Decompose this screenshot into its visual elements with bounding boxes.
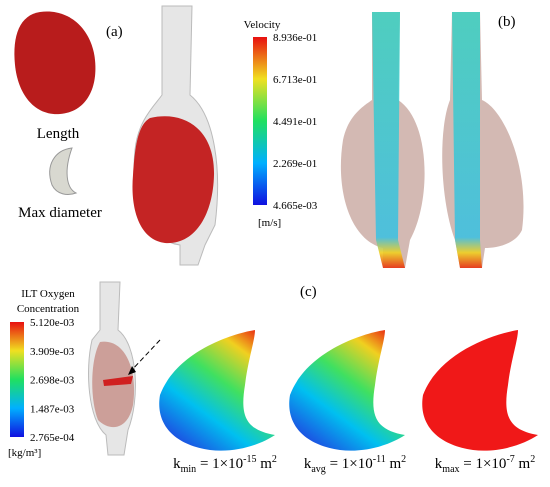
colorbar-tick-label: 4.665e-03	[273, 200, 318, 212]
label-part: 2	[272, 454, 277, 465]
arrow-head	[128, 366, 136, 375]
colorbar	[10, 322, 24, 437]
max-diameter-shape	[49, 147, 78, 195]
colorbar-unit: [m/s]	[258, 217, 281, 229]
colorbar-tick-label: 6.713e-01	[273, 74, 317, 86]
arrow	[129, 339, 161, 373]
label-part: -7	[506, 454, 514, 465]
length-shape	[14, 11, 96, 115]
label-part: k	[435, 456, 443, 472]
crescent	[159, 330, 275, 451]
label-part: max	[442, 464, 459, 475]
permeability-label: kavg = 1×10-11 m2	[304, 454, 406, 475]
label-part: m	[386, 456, 402, 472]
label-part: = 1×10	[460, 456, 507, 472]
label-part: min	[181, 464, 197, 475]
label-part: m	[256, 456, 272, 472]
panel-label: (a)	[106, 24, 123, 40]
label-part: = 1×10	[326, 456, 373, 472]
colorbar-title: Velocity	[244, 19, 281, 31]
panel-label: (b)	[498, 14, 516, 30]
colorbar-unit: [kg/m³]	[8, 447, 41, 459]
colorbar-title: Concentration	[17, 303, 80, 315]
label-part: k	[173, 456, 181, 472]
colorbar-title: ILT Oxygen	[21, 288, 75, 300]
label-part: 2	[530, 454, 535, 465]
colorbar-tick-label: 2.269e-01	[273, 158, 317, 170]
streamlines	[452, 12, 482, 268]
colorbar-tick-label: 3.909e-03	[30, 346, 75, 358]
label-part: 2	[401, 454, 406, 465]
label-part: avg	[311, 464, 325, 475]
slice	[103, 376, 133, 386]
colorbar-tick-label: 2.698e-03	[30, 375, 75, 387]
panel-label: (c)	[300, 284, 317, 300]
label-part: m	[515, 456, 531, 472]
crescent	[289, 330, 405, 451]
colorbar-tick-label: 4.491e-01	[273, 116, 317, 128]
label-part: = 1×10	[196, 456, 243, 472]
colorbar	[253, 37, 267, 205]
label-part: -11	[373, 454, 386, 465]
colorbar-tick-label: 1.487e-03	[30, 403, 75, 415]
crescent	[422, 330, 538, 451]
permeability-label: kmax = 1×10-7 m2	[435, 454, 535, 475]
colorbar-tick-label: 2.765e-04	[30, 432, 75, 444]
label-part: -15	[243, 454, 256, 465]
streamlines	[372, 12, 405, 268]
shape-label: Length	[37, 126, 80, 142]
permeability-label: kmin = 1×10-15 m2	[173, 454, 277, 475]
colorbar-tick-label: 5.120e-03	[30, 317, 75, 329]
shape-label: Max diameter	[18, 205, 102, 221]
label-part: k	[304, 456, 312, 472]
colorbar-tick-label: 8.936e-01	[273, 32, 317, 44]
thrombus	[132, 116, 215, 244]
